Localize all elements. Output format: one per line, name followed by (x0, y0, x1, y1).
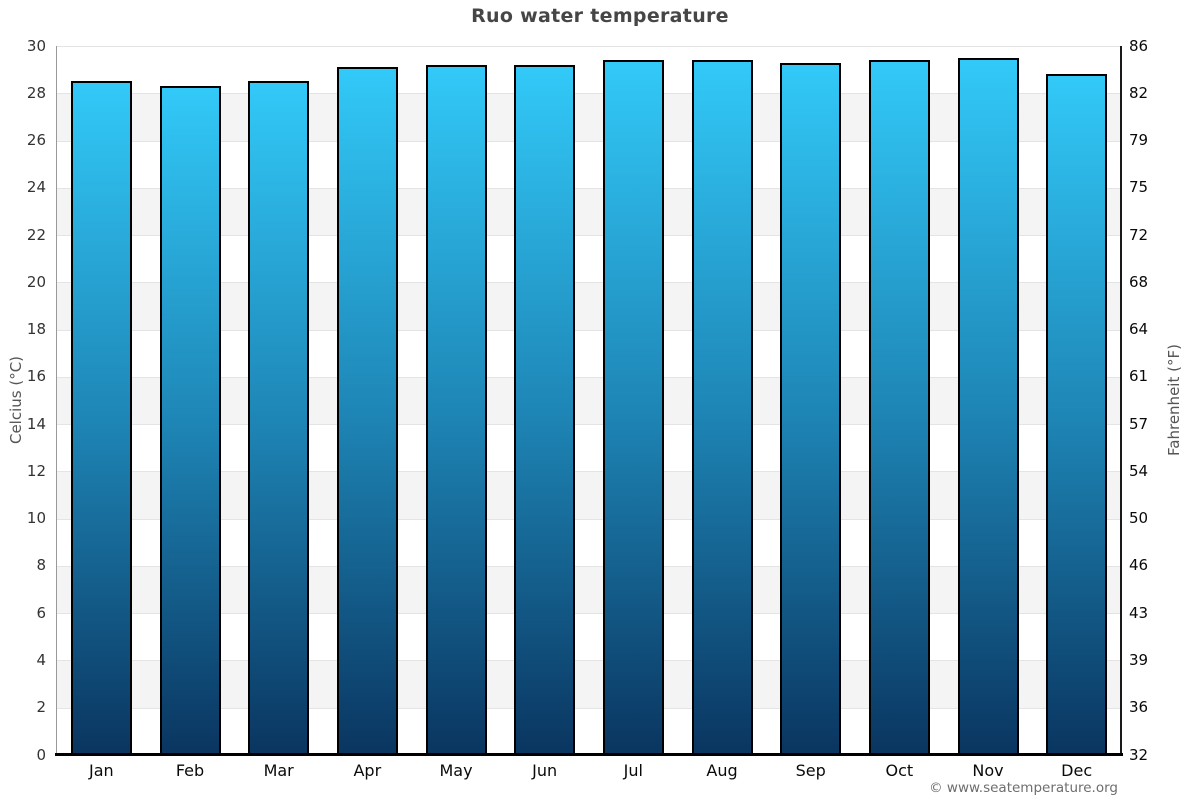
y-tick-celsius-14: 14 (26, 414, 46, 433)
y-tick-fahrenheit-86: 86 (1129, 36, 1149, 55)
gridline (57, 613, 1121, 615)
x-tick-dec: Dec (1061, 761, 1093, 780)
gridline (57, 660, 1121, 662)
bar-sep (780, 62, 842, 755)
gridline (57, 46, 1121, 47)
x-tick-may: May (439, 761, 473, 780)
y-tick-celsius-8: 8 (36, 556, 46, 575)
gridline (57, 235, 1121, 237)
y-tick-fahrenheit-50: 50 (1129, 509, 1149, 528)
copyright-text: © www.seatemperature.org (929, 780, 1118, 796)
x-tick-nov: Nov (972, 761, 1004, 780)
y-tick-fahrenheit-64: 64 (1129, 320, 1149, 339)
bar-nov (957, 57, 1019, 755)
bar-oct (868, 60, 930, 755)
y-tick-celsius-22: 22 (26, 225, 46, 244)
background-band (57, 93, 1121, 141)
bar-jul (602, 60, 664, 755)
bar-aug (691, 60, 753, 755)
y-tick-fahrenheit-39: 39 (1129, 650, 1149, 669)
y-tick-fahrenheit-54: 54 (1129, 461, 1149, 480)
y-tick-celsius-18: 18 (26, 320, 46, 339)
background-band (57, 187, 1121, 236)
x-tick-aug: Aug (706, 761, 738, 780)
bar-jun (514, 64, 576, 755)
y-tick-fahrenheit-82: 82 (1129, 83, 1149, 102)
background-band (57, 565, 1121, 614)
x-tick-oct: Oct (885, 761, 914, 780)
y-tick-fahrenheit-79: 79 (1129, 131, 1149, 150)
plot-area (57, 46, 1121, 755)
y-tick-celsius-24: 24 (26, 178, 46, 197)
gridline (57, 140, 1121, 142)
bar-dec (1046, 74, 1108, 755)
gridline (57, 329, 1121, 331)
y-tick-fahrenheit-61: 61 (1129, 367, 1149, 386)
y-tick-fahrenheit-75: 75 (1129, 178, 1149, 197)
x-tick-sep: Sep (795, 761, 826, 780)
gridline (57, 565, 1121, 567)
left-axis-line (56, 46, 57, 755)
y-tick-celsius-12: 12 (26, 461, 46, 480)
y-tick-fahrenheit-46: 46 (1129, 556, 1149, 575)
y-tick-fahrenheit-43: 43 (1129, 603, 1149, 622)
gridline (57, 282, 1121, 284)
bar-apr (336, 67, 398, 755)
background-band (57, 660, 1121, 708)
x-tick-mar: Mar (263, 761, 294, 780)
y-tick-fahrenheit-36: 36 (1129, 698, 1149, 717)
y-tick-celsius-0: 0 (36, 745, 46, 764)
y-tick-celsius-28: 28 (26, 83, 46, 102)
background-band (57, 282, 1121, 330)
bar-mar (248, 81, 310, 755)
x-tick-feb: Feb (175, 761, 205, 780)
gridline (57, 187, 1121, 189)
y-tick-celsius-20: 20 (26, 272, 46, 291)
y-tick-fahrenheit-72: 72 (1129, 225, 1149, 244)
right-axis-line (1120, 46, 1122, 755)
bar-jan (70, 81, 132, 755)
y-tick-celsius-10: 10 (26, 509, 46, 528)
x-tick-apr: Apr (353, 761, 382, 780)
x-tick-jun: Jun (532, 761, 558, 780)
y-tick-fahrenheit-57: 57 (1129, 414, 1149, 433)
gridline (57, 376, 1121, 378)
x-axis-baseline (55, 753, 1123, 756)
y-tick-celsius-2: 2 (36, 698, 46, 717)
gridline (57, 471, 1121, 473)
x-tick-jul: Jul (623, 761, 643, 780)
y-tick-celsius-6: 6 (36, 603, 46, 622)
y-tick-celsius-16: 16 (26, 367, 46, 386)
gridline (57, 424, 1121, 426)
background-band (57, 471, 1121, 519)
y-axis-label-fahrenheit: Fahrenheit (°F) (1165, 344, 1183, 456)
bar-feb (159, 86, 221, 755)
gridline (57, 518, 1121, 520)
bar-may (425, 64, 487, 755)
background-band (57, 376, 1121, 425)
y-tick-fahrenheit-68: 68 (1129, 272, 1149, 291)
y-tick-celsius-4: 4 (36, 650, 46, 669)
x-tick-jan: Jan (88, 761, 114, 780)
y-tick-celsius-26: 26 (26, 131, 46, 150)
y-tick-fahrenheit-32: 32 (1129, 745, 1149, 764)
gridline (57, 707, 1121, 709)
y-tick-celsius-30: 30 (26, 36, 46, 55)
gridline (57, 93, 1121, 95)
chart-title: Ruo water temperature (471, 5, 729, 27)
